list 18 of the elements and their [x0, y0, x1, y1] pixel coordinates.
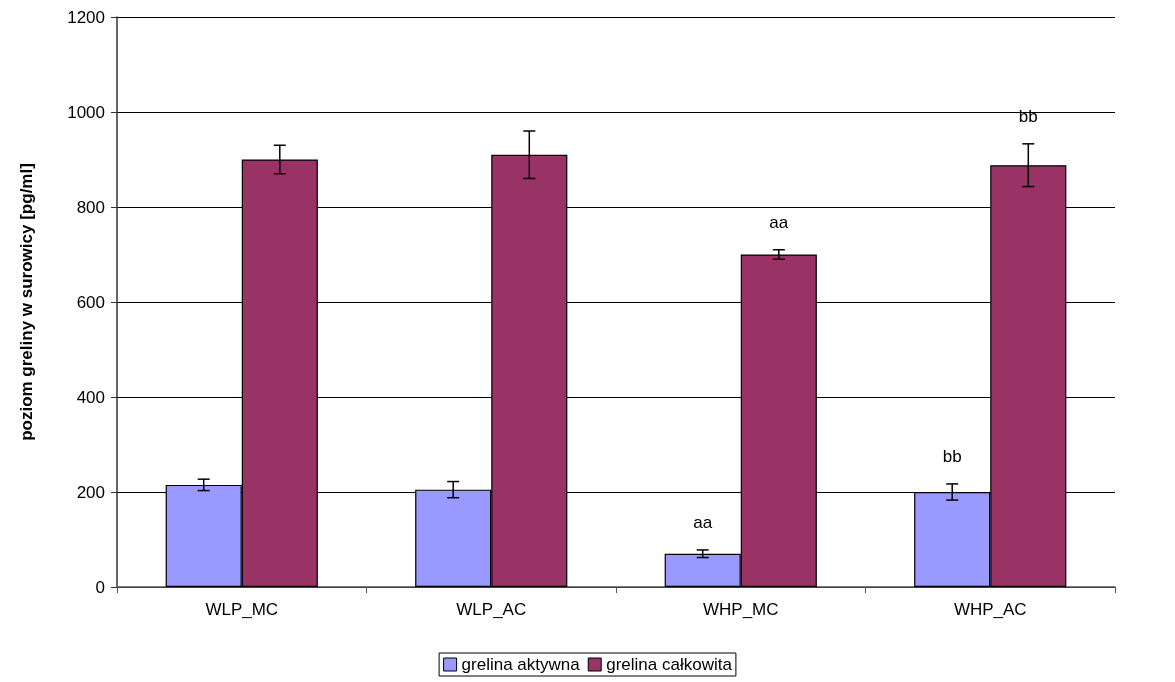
x-tick-label: WLP_MC: [205, 600, 279, 619]
y-tick-label: 400: [76, 387, 105, 407]
y-tick-label: 0: [95, 577, 105, 597]
x-tick-label: WHP_AC: [953, 600, 1027, 619]
annotation: bb: [1018, 107, 1038, 127]
y-tick-label: 1000: [67, 102, 105, 122]
annotation: bb: [942, 447, 962, 467]
legend-label: grelina całkowita: [606, 655, 733, 674]
annotation: aa: [769, 213, 789, 233]
y-tick-label: 800: [76, 197, 105, 217]
x-tick-label: WHP_MC: [702, 600, 779, 619]
annotation: aa: [693, 513, 713, 533]
y-tick-label: 600: [76, 292, 105, 312]
x-tick-label: WLP_AC: [456, 600, 527, 619]
y-tick-label: 1200: [67, 7, 105, 27]
y-tick-label: 200: [76, 482, 105, 502]
legend-label: grelina aktywna: [461, 655, 581, 674]
y-axis-title: poziom greliny w surowicy [pg/ml]: [17, 163, 36, 441]
